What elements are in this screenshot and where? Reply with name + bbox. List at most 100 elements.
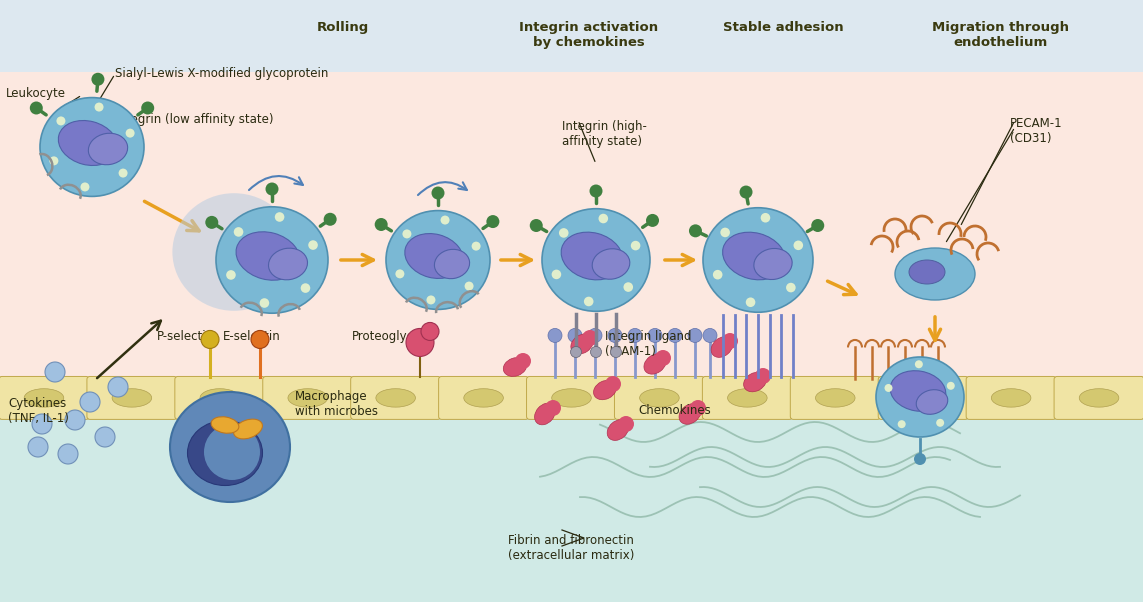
Ellipse shape xyxy=(711,337,733,358)
Circle shape xyxy=(45,362,65,382)
Ellipse shape xyxy=(200,389,240,407)
Circle shape xyxy=(648,329,662,343)
Circle shape xyxy=(274,212,285,222)
Circle shape xyxy=(582,330,598,346)
Text: Sialyl-Lewis X-modified glycoprotein: Sialyl-Lewis X-modified glycoprotein xyxy=(115,67,328,81)
Circle shape xyxy=(760,213,770,223)
Ellipse shape xyxy=(895,248,975,300)
Circle shape xyxy=(605,376,621,392)
Circle shape xyxy=(472,241,480,250)
Circle shape xyxy=(421,323,439,341)
Circle shape xyxy=(590,184,602,197)
Ellipse shape xyxy=(744,371,766,393)
Circle shape xyxy=(426,296,435,305)
Circle shape xyxy=(464,282,473,291)
Circle shape xyxy=(914,360,922,368)
Circle shape xyxy=(646,214,660,227)
Circle shape xyxy=(432,187,445,199)
Ellipse shape xyxy=(187,421,263,485)
Circle shape xyxy=(812,219,824,232)
Circle shape xyxy=(690,400,706,416)
Bar xyxy=(0,0,1143,72)
FancyBboxPatch shape xyxy=(439,376,528,420)
Text: Fibrin and fibronectin
(extracellular matrix): Fibrin and fibronectin (extracellular ma… xyxy=(507,534,634,562)
Circle shape xyxy=(568,329,582,343)
Ellipse shape xyxy=(645,353,665,375)
FancyBboxPatch shape xyxy=(1054,376,1143,420)
Ellipse shape xyxy=(728,389,767,407)
Ellipse shape xyxy=(909,260,945,284)
Ellipse shape xyxy=(376,389,415,407)
Circle shape xyxy=(301,284,310,293)
Circle shape xyxy=(201,330,219,349)
FancyBboxPatch shape xyxy=(703,376,792,420)
Ellipse shape xyxy=(269,248,307,280)
Text: P-selectin: P-selectin xyxy=(157,330,214,343)
Circle shape xyxy=(58,444,78,464)
FancyBboxPatch shape xyxy=(0,376,89,420)
Circle shape xyxy=(80,182,89,191)
Ellipse shape xyxy=(640,389,679,407)
Ellipse shape xyxy=(890,371,945,411)
Circle shape xyxy=(309,240,318,250)
Text: Proteoglycan: Proteoglycan xyxy=(352,330,429,343)
Text: E-selectin: E-selectin xyxy=(223,330,281,343)
Ellipse shape xyxy=(386,211,490,309)
Ellipse shape xyxy=(58,120,118,166)
Circle shape xyxy=(119,169,128,178)
Circle shape xyxy=(529,219,543,232)
Text: Macrophage
with microbes: Macrophage with microbes xyxy=(295,390,378,418)
Ellipse shape xyxy=(917,389,948,414)
Circle shape xyxy=(740,185,752,199)
Ellipse shape xyxy=(572,333,592,355)
Circle shape xyxy=(914,453,926,465)
FancyBboxPatch shape xyxy=(790,376,880,420)
Circle shape xyxy=(203,424,259,480)
Circle shape xyxy=(588,329,602,343)
Text: Stable adhesion: Stable adhesion xyxy=(722,21,844,34)
Circle shape xyxy=(786,283,796,293)
Circle shape xyxy=(30,102,42,114)
Circle shape xyxy=(80,392,99,412)
FancyBboxPatch shape xyxy=(878,376,968,420)
Ellipse shape xyxy=(815,389,855,407)
Circle shape xyxy=(206,216,218,229)
Circle shape xyxy=(655,350,671,366)
Ellipse shape xyxy=(24,389,64,407)
Circle shape xyxy=(584,297,593,306)
Circle shape xyxy=(95,102,104,111)
Ellipse shape xyxy=(903,389,943,407)
Text: Migration through
endothelium: Migration through endothelium xyxy=(932,21,1069,49)
Circle shape xyxy=(49,157,58,166)
Ellipse shape xyxy=(593,381,617,399)
Circle shape xyxy=(618,416,634,432)
Circle shape xyxy=(720,228,730,237)
Circle shape xyxy=(689,225,702,237)
Ellipse shape xyxy=(405,234,463,279)
Circle shape xyxy=(226,270,235,280)
Circle shape xyxy=(547,329,562,343)
Circle shape xyxy=(688,329,702,343)
Bar xyxy=(0,72,1143,379)
Bar xyxy=(0,377,1143,418)
Circle shape xyxy=(610,347,622,358)
Circle shape xyxy=(668,329,682,343)
Text: PECAM-1
(CD31): PECAM-1 (CD31) xyxy=(1010,117,1063,145)
Text: Integrin ligand
(ICAM-1): Integrin ligand (ICAM-1) xyxy=(605,330,692,358)
Ellipse shape xyxy=(722,232,785,280)
Circle shape xyxy=(756,368,772,384)
Circle shape xyxy=(375,218,387,231)
Circle shape xyxy=(936,419,944,427)
Circle shape xyxy=(793,241,804,250)
Circle shape xyxy=(91,73,104,85)
Circle shape xyxy=(406,329,434,356)
Text: Integrin activation
by chemokines: Integrin activation by chemokines xyxy=(519,21,658,49)
Circle shape xyxy=(559,228,568,238)
Ellipse shape xyxy=(542,209,650,311)
Bar xyxy=(0,418,1143,602)
Text: Integrin (high-
affinity state): Integrin (high- affinity state) xyxy=(562,120,647,148)
Ellipse shape xyxy=(112,389,152,407)
Circle shape xyxy=(56,116,65,125)
Circle shape xyxy=(95,427,115,447)
Circle shape xyxy=(703,329,717,343)
